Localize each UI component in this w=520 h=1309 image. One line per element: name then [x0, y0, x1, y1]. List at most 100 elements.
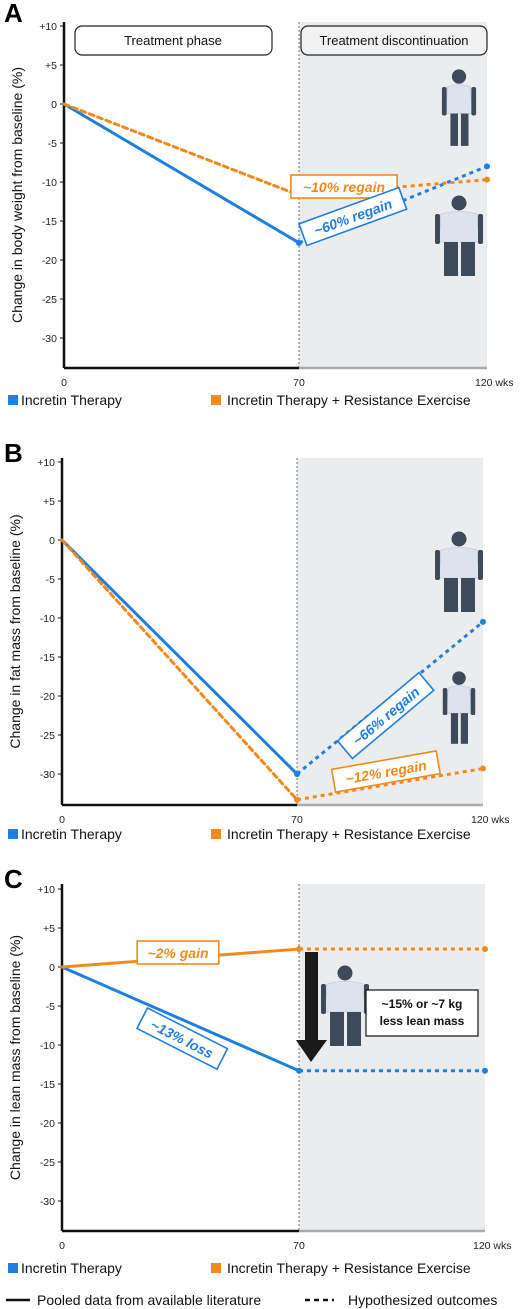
panel-letter: C	[4, 864, 23, 894]
person-arm	[478, 214, 483, 244]
legend: Incretin Therapy Incretin Therapy + Resis…	[8, 826, 471, 842]
discontinuation-region	[299, 884, 485, 1231]
annotation-box	[135, 1006, 229, 1071]
y-tick-label: -25	[40, 730, 55, 742]
series-line-treatment	[62, 102, 301, 197]
x-tick-label: 120 wks	[473, 1240, 512, 1252]
annotation: ~13% loss	[135, 1006, 229, 1071]
x-tick-label: 70	[293, 377, 305, 389]
legend-swatch-incretin	[8, 1263, 18, 1273]
legend: Incretin Therapy Incretin Therapy + Resis…	[8, 392, 471, 408]
person-leg	[450, 713, 459, 744]
person-leg	[444, 578, 458, 612]
series-point	[296, 946, 302, 953]
annotation-box	[136, 940, 220, 965]
x-tick-label: 0	[59, 814, 65, 826]
legend-label-incretin: Incretin Therapy	[21, 826, 122, 842]
annotation-text: ~10% regain	[303, 179, 385, 195]
series-point	[482, 946, 488, 953]
person-head	[451, 69, 467, 84]
person-head	[451, 531, 467, 547]
x-tick-label: 120 wks	[475, 377, 514, 389]
annotation: ~2% gain	[136, 940, 220, 965]
series-point	[296, 1067, 302, 1074]
y-tick-label: +10	[37, 457, 55, 469]
y-tick-label: -25	[40, 1157, 55, 1169]
person-arm	[478, 550, 483, 580]
person-icon	[442, 671, 476, 744]
series-line-treatment	[60, 965, 301, 1073]
legend-swatch-incretin	[8, 395, 18, 405]
y-tick-label: -5	[46, 574, 55, 586]
y-tick-label: +5	[43, 923, 55, 935]
y-axis-label: Change in fat mass from baseline (%)	[7, 514, 23, 748]
panel-letter: A	[4, 0, 23, 28]
y-tick-label: +10	[37, 884, 55, 896]
y-tick-label: +5	[43, 496, 55, 508]
series-line-treatment	[60, 538, 299, 802]
person-shirt	[438, 547, 480, 579]
person-leg	[460, 713, 468, 744]
y-tick-label: 0	[49, 535, 55, 547]
y-tick-label: 0	[51, 99, 57, 111]
y-tick-label: -30	[42, 333, 57, 345]
y-axis-label: Change in lean mass from baseline (%)	[7, 935, 23, 1180]
person-head	[452, 671, 466, 685]
person-icon	[435, 531, 483, 612]
treatment-phase-box	[74, 25, 273, 56]
series-point	[482, 1067, 488, 1074]
annotation-text: ~2% gain	[147, 945, 208, 961]
chart-panel-A: +10 +5 0 -5 -10 -15 -20 -25 -30 0 70 120 wks Change …	[4, 0, 514, 408]
person-icon	[441, 69, 477, 146]
y-tick-label: -25	[42, 294, 57, 306]
legend-label-incretin: Incretin Therapy	[21, 1260, 122, 1276]
annotation-box	[290, 174, 398, 199]
person-shirt	[445, 84, 473, 114]
series-line-treatment	[62, 102, 301, 245]
x-tick-label: 0	[59, 1240, 65, 1252]
y-tick-label: -5	[48, 138, 57, 150]
x-tick-label: 120 wks	[471, 814, 510, 826]
y-tick-label: -10	[40, 1040, 55, 1052]
chart-panel-B: +10 +5 0 -5 -10 -15 -20 -25 -30 0 70 120 wks Change …	[4, 438, 510, 842]
discontinuation-box	[300, 25, 488, 56]
y-tick-label: +5	[45, 60, 57, 72]
y-tick-label: -15	[40, 652, 55, 664]
series-line-treatment	[60, 538, 299, 776]
person-arm	[442, 688, 448, 715]
person-leg	[460, 113, 469, 146]
legend: Incretin Therapy Incretin Therapy + Resis…	[8, 1260, 471, 1276]
note-box	[365, 989, 479, 1037]
person-arm	[471, 87, 477, 116]
chart-panel-C: +10 +5 0 -5 -10 -15 -20 -25 -30 0 70 120 wks Change …	[4, 864, 512, 1276]
footer-dashed-label: Hypothesized outcomes	[348, 1292, 497, 1308]
legend-swatch-exercise	[211, 829, 221, 839]
series-point	[480, 618, 486, 625]
series-point	[484, 176, 490, 183]
person-arm	[470, 688, 476, 715]
person-shirt	[438, 211, 480, 243]
legend-label-exercise: Incretin Therapy + Resistance Exercise	[227, 826, 471, 842]
legend-swatch-incretin	[8, 829, 18, 839]
person-leg	[461, 578, 475, 612]
person-shirt	[446, 685, 472, 714]
annotation: ~10% regain	[290, 174, 398, 199]
y-tick-label: -15	[40, 1079, 55, 1091]
person-arm	[435, 214, 440, 244]
series-point	[480, 765, 486, 772]
person-leg	[450, 113, 459, 146]
person-arm	[435, 550, 440, 580]
person-arm	[321, 984, 326, 1014]
y-tick-label: -5	[46, 1001, 55, 1013]
person-head	[337, 965, 353, 981]
y-tick-label: -30	[40, 769, 55, 781]
annotation-box	[330, 750, 442, 793]
person-arm	[441, 87, 447, 116]
legend-label-exercise: Incretin Therapy + Resistance Exercise	[227, 392, 471, 408]
x-tick-label: 70	[291, 814, 303, 826]
footer-solid-label: Pooled data from available literature	[37, 1292, 261, 1308]
y-tick-label: 0	[49, 962, 55, 974]
annotation-box	[297, 186, 408, 247]
annotation-box	[336, 671, 435, 760]
